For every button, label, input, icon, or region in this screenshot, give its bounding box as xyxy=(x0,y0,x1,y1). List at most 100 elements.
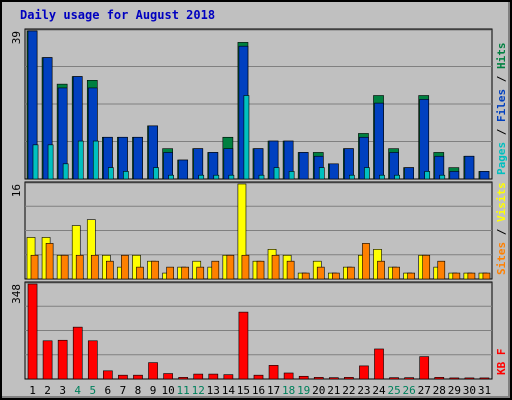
kbf-bar xyxy=(268,365,279,380)
day-label-25: 25 xyxy=(387,384,400,397)
kbf-bar xyxy=(87,340,98,380)
kbf-bar xyxy=(479,377,490,380)
day-16-bars xyxy=(253,374,264,380)
sites-bar xyxy=(422,254,431,280)
day-24-bars xyxy=(373,249,385,280)
files-bar-body xyxy=(148,125,158,180)
kbf-bar xyxy=(42,340,53,380)
pages-bar-body xyxy=(123,171,129,180)
day-label-10: 10 xyxy=(161,384,174,397)
kbf-bar-body xyxy=(283,372,294,380)
day-18-bars xyxy=(282,254,295,280)
pages-bar xyxy=(349,174,355,180)
kbf-bar-body xyxy=(464,377,475,380)
sites-bar xyxy=(362,243,370,280)
files-bar xyxy=(359,136,369,180)
day-9-bars xyxy=(147,260,159,280)
day-21-bars xyxy=(328,377,339,380)
sites-bar xyxy=(30,254,39,280)
day-26-bars xyxy=(403,167,414,180)
sites-bar-body xyxy=(452,272,461,280)
files-bar-body xyxy=(193,148,204,180)
pages-bar xyxy=(273,167,280,180)
panel-kbf: 348 KB F xyxy=(10,281,508,380)
kbf-bar-body xyxy=(479,377,490,380)
pages-bar-body xyxy=(198,174,205,180)
files-bar-body xyxy=(374,102,384,180)
day-13-bars xyxy=(207,152,220,180)
day-21-bars xyxy=(327,163,339,180)
sites-bar-body xyxy=(106,260,114,280)
kbf-bar-body xyxy=(27,283,38,380)
day-label-22: 22 xyxy=(342,384,355,397)
kbf-bar xyxy=(238,311,249,380)
day-axis-labels: 1 2 3 4 5 6 7 8 9 10 11 12 13 14 15 16 17 18 19 20 21 22 23 24 2… xyxy=(29,384,491,397)
legend-entry-2: Files xyxy=(495,89,508,122)
day-22-bars xyxy=(343,266,355,280)
chart-panels: 39 Pages / Files / Hits 16 Sites / Visits 34… xyxy=(10,28,508,380)
pages-bar-body xyxy=(153,167,159,180)
files-bar-body xyxy=(72,76,83,180)
files-bar xyxy=(298,152,309,180)
files-bar xyxy=(42,57,53,180)
files-bar-body xyxy=(163,152,173,180)
files-bar-body xyxy=(103,136,113,180)
sites-bar xyxy=(60,254,69,280)
kbf-bar xyxy=(208,373,219,380)
day-label-15: 15 xyxy=(237,384,250,397)
day-label-11: 11 xyxy=(177,384,190,397)
day-6-bars xyxy=(102,254,114,280)
day-28-bars xyxy=(434,377,445,380)
day-2-bars xyxy=(42,340,53,380)
sites-bar xyxy=(256,260,265,280)
kbf-bar xyxy=(253,374,264,380)
kbf-bar xyxy=(103,370,113,380)
sites-bar-body xyxy=(331,272,340,280)
files-bar-body xyxy=(449,171,460,180)
day-label-20: 20 xyxy=(312,384,325,397)
kbf-bar xyxy=(313,377,324,380)
kbf-bar xyxy=(193,373,204,380)
day-1-bars xyxy=(26,237,39,280)
sites-bar xyxy=(106,260,114,280)
sites-bar xyxy=(75,254,84,280)
pages-bar-body xyxy=(108,167,114,180)
sites-bar-body xyxy=(482,272,491,280)
day-label-19: 19 xyxy=(297,384,310,397)
panel-legend: KB F xyxy=(495,349,508,376)
day-20-bars xyxy=(313,377,324,380)
sites-bar xyxy=(437,260,446,280)
kbf-bar xyxy=(298,375,309,380)
files-bar-body xyxy=(283,140,294,180)
day-4-bars xyxy=(71,76,84,180)
day-label-12: 12 xyxy=(192,384,205,397)
legend-entry-1: / xyxy=(495,122,508,142)
kbf-bar-body xyxy=(419,356,430,380)
files-bar xyxy=(464,155,475,180)
files-bar xyxy=(479,171,490,180)
files-bar xyxy=(374,102,384,180)
kbf-bar-body xyxy=(434,377,445,380)
day-10-bars xyxy=(162,148,174,180)
pages-bar xyxy=(394,174,400,180)
day-31-bars xyxy=(478,171,490,180)
day-label-27: 27 xyxy=(418,384,431,397)
pages-bar-body xyxy=(288,171,295,180)
day-26-bars xyxy=(404,377,414,380)
sites-bar xyxy=(226,254,235,280)
day-8-bars xyxy=(133,374,143,380)
day-30-bars xyxy=(464,377,475,380)
day-23-bars xyxy=(359,365,369,380)
sites-bar xyxy=(347,266,355,280)
day-25-bars xyxy=(388,148,400,180)
pages-bar-body xyxy=(243,95,250,180)
kbf-bar-body xyxy=(103,370,113,380)
files-bar-body xyxy=(419,99,430,180)
day-label-14: 14 xyxy=(222,384,236,397)
ymax-label: 16 xyxy=(10,184,23,197)
pages-bar-body xyxy=(273,167,280,180)
files-bar-body xyxy=(87,87,98,180)
kbf-bar xyxy=(72,326,83,380)
kbf-bar-body xyxy=(238,311,249,380)
pages-bar-body xyxy=(77,140,84,180)
